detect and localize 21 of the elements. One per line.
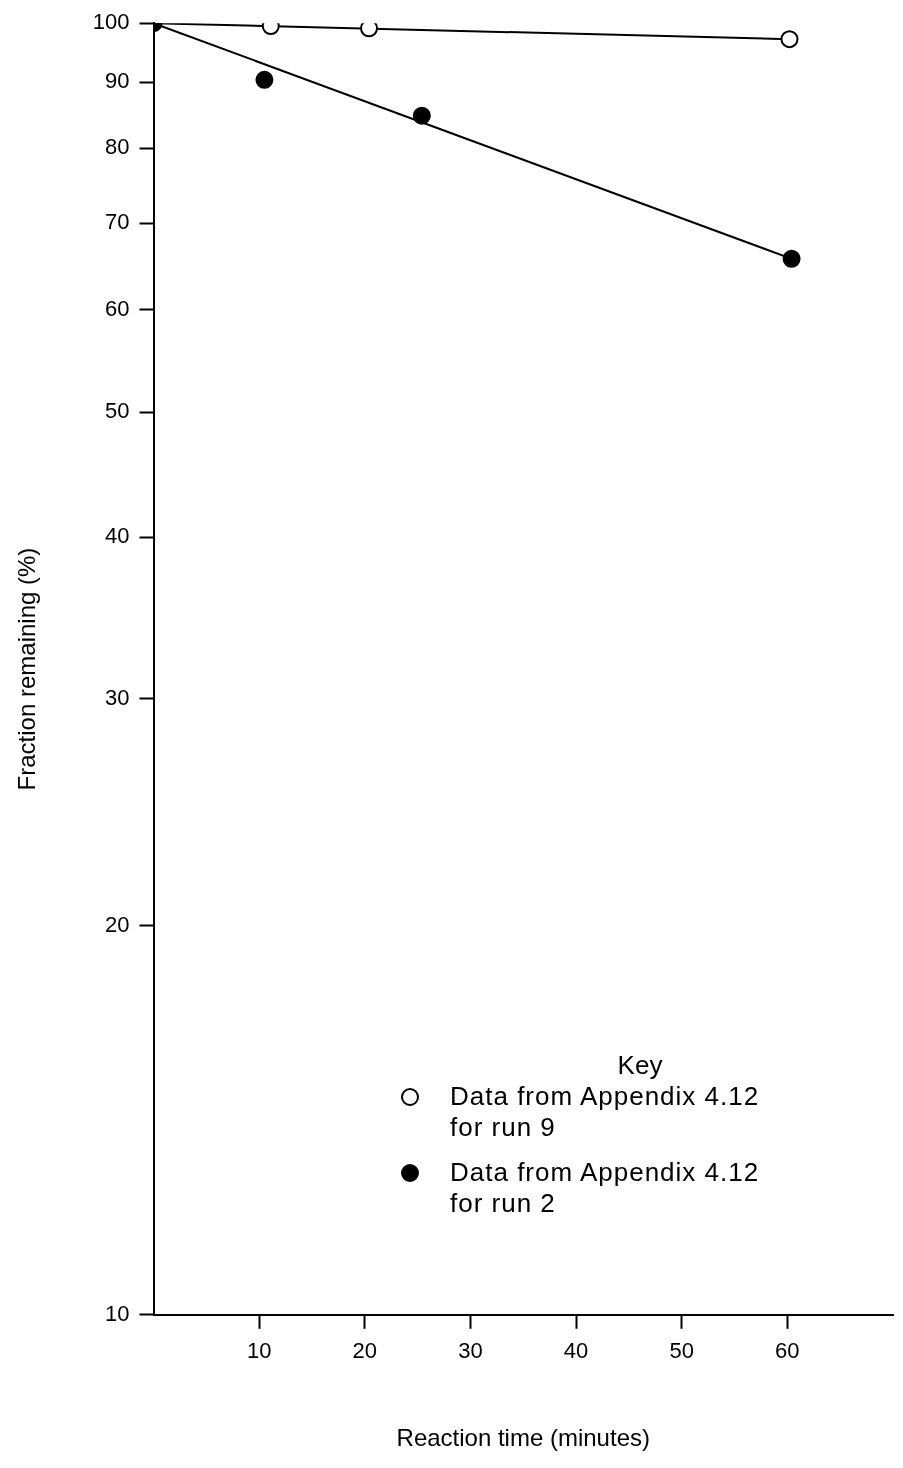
y-tick-label: 70	[105, 209, 130, 235]
y-tick-label: 40	[105, 523, 130, 549]
x-tick-label: 40	[563, 1338, 589, 1364]
x-tick-label: 50	[669, 1338, 694, 1364]
x-tick-label: 60	[775, 1338, 800, 1364]
y-tick-label: 10	[105, 1300, 130, 1326]
y-tick-label: 60	[105, 295, 130, 321]
y-tick-label: 100	[92, 9, 130, 35]
x-tick-label: 20	[352, 1338, 378, 1364]
y-tick-label: 90	[105, 68, 130, 94]
legend-title: Key	[616, 1050, 664, 1081]
y-tick-label: 30	[105, 684, 130, 710]
x-axis-title: Reaction time (minutes)	[396, 1424, 650, 1452]
y-axis-title: Fraction remaining (%)	[13, 547, 41, 791]
y-tick-label: 80	[105, 134, 130, 160]
legend-label: Data from Appendix 4.12 for run 9	[450, 1081, 761, 1143]
y-tick-label: 20	[105, 912, 130, 938]
x-tick-label: 10	[246, 1338, 272, 1364]
y-tick-label: 50	[105, 398, 130, 424]
x-tick-label: 30	[458, 1338, 483, 1364]
legend-label: Data from Appendix 4.12 for run 2	[450, 1157, 761, 1219]
